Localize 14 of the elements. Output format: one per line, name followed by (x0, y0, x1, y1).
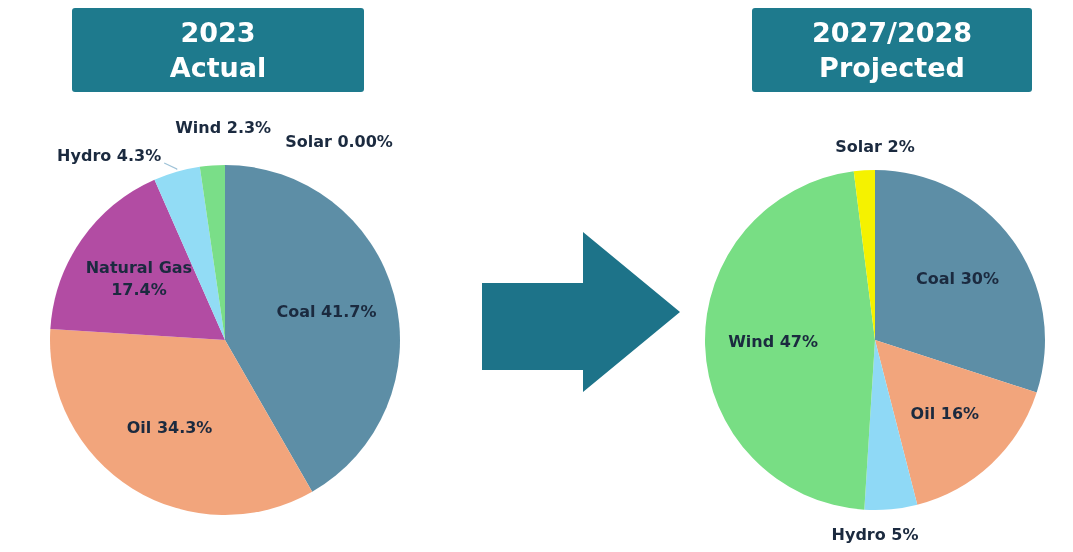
slice-label: Solar 2% (835, 137, 915, 157)
chart-title: 2023 Actual (72, 8, 364, 92)
slice-label: Coal 41.7% (276, 302, 377, 322)
slice-label: Oil 34.3% (126, 418, 213, 438)
slice-label: Hydro 4.3% (57, 146, 162, 166)
slice-label: Coal 30% (916, 269, 999, 289)
slice-label: Wind 2.3% (175, 118, 272, 138)
data-label: 17.4% (111, 280, 167, 300)
slice-label: Hydro 5% (831, 525, 919, 545)
slice-label: Wind 47% (728, 332, 818, 352)
slice-label: Natural Gas (85, 258, 193, 278)
category-label: Solar 0.00% (285, 132, 393, 152)
chart-title: 2027/2028 Projected (752, 8, 1032, 92)
slice-label: Oil 16% (910, 403, 980, 423)
